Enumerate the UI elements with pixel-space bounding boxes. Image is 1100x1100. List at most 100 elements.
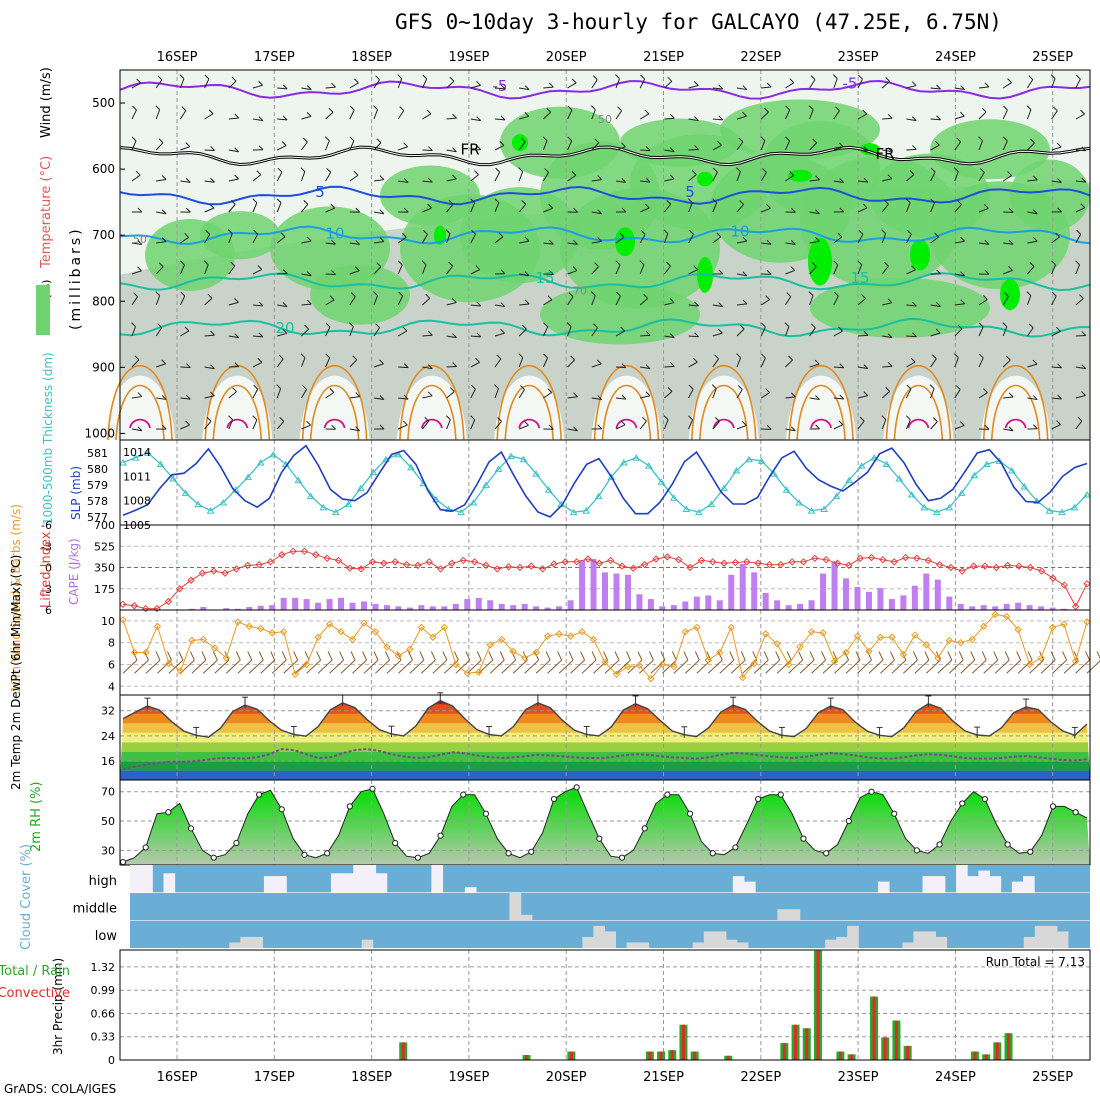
rh-green-area (310, 264, 410, 325)
thickness-tick-label: 577 (87, 511, 108, 524)
cloud-middle-bar (509, 892, 522, 921)
wind-barb (930, 304, 941, 308)
wind10m-barb-flag (683, 651, 689, 661)
lifted-index-point (312, 551, 320, 559)
rh2m-point (1049, 803, 1057, 810)
lifted-index-point (164, 597, 173, 606)
wind-barb (809, 363, 820, 368)
wind-barb (179, 110, 187, 120)
wind-barb (809, 327, 816, 337)
wind-barb-flag (278, 354, 284, 360)
wind-barb (1026, 295, 1032, 306)
bottom-date-label: 17SEP (254, 1070, 295, 1085)
wind-barb (688, 388, 694, 399)
rh2m-label: 2m RH (%) (29, 781, 44, 852)
wind-barb-flag (234, 113, 240, 119)
wind-barb-flag (666, 199, 672, 205)
top-date-label: 24SEP (935, 50, 976, 65)
wind-barb-flag (137, 426, 143, 432)
wind-barb (421, 78, 428, 89)
thickness-point (219, 499, 228, 506)
wind10m-barb (604, 659, 620, 674)
slp-tick-label: 1008 (123, 495, 151, 508)
temp-band (120, 700, 1090, 705)
wind10m-point (383, 643, 391, 651)
wind-barb-flag (161, 175, 167, 180)
wind-barb-flag (712, 198, 718, 204)
wind-barb-flag (498, 232, 504, 238)
isotherm-25 (788, 364, 854, 441)
cloud-high-bar (1023, 876, 1035, 893)
wind-barb (567, 428, 578, 432)
thickness-point (256, 458, 265, 466)
isotherm-25 (593, 364, 660, 441)
wind-barb (325, 207, 335, 213)
wind-barb (809, 240, 820, 244)
wind-barb (349, 326, 354, 337)
cape-bar (705, 595, 712, 610)
rh2m-point (981, 795, 989, 803)
wind-barb-flag (566, 322, 572, 327)
wind-barb (591, 295, 596, 306)
wind-barb-flag (596, 359, 602, 365)
wind10m-point (302, 660, 311, 669)
rh2m-area (120, 787, 1090, 865)
wind10m-barb (616, 659, 631, 674)
wind-barb (978, 326, 984, 337)
wind-barb (470, 335, 481, 338)
wind-barb (276, 421, 285, 430)
wind10m-point (475, 668, 483, 676)
precip-convective-bar (681, 1024, 685, 1060)
slp-tick-label: 1014 (123, 446, 151, 459)
wind-barb (470, 361, 480, 368)
wind10m-barb (662, 659, 677, 674)
wind-barb-flag (932, 417, 938, 422)
wind-barb (833, 295, 839, 306)
wind10m-barb-flag (568, 651, 574, 661)
wind10m-barb-flag (476, 651, 482, 661)
wind-barb (373, 109, 378, 120)
cloud-low-bar (924, 931, 937, 948)
wind-barb-flag (568, 292, 574, 297)
wind-barb-flag (1081, 391, 1086, 396)
wind-barb-flag (277, 167, 283, 173)
wind-barb-flag (790, 426, 796, 432)
wind-barb-flag (1032, 359, 1038, 365)
wind-barb (131, 270, 142, 275)
wind-barb (760, 392, 770, 399)
wind-barb-flag (984, 82, 990, 88)
wind-barb (833, 330, 843, 337)
cape-bar (659, 606, 666, 610)
wind-barb-flag (474, 170, 479, 176)
wind-barb (930, 388, 935, 399)
wind-barb-flag (524, 85, 530, 90)
isotherm-line (119, 185, 1091, 206)
wind10m-barb (753, 659, 769, 674)
wind-barb (640, 180, 651, 183)
wind10m-point (876, 633, 885, 641)
wind-barb (1002, 326, 1008, 337)
wind10m-point (922, 641, 931, 649)
precip-convective-bar (906, 1045, 910, 1060)
wind-barb (736, 328, 745, 337)
wind-barb (712, 332, 723, 337)
temp-band (120, 713, 1090, 724)
wind-barb-flag (621, 363, 627, 369)
precip-legend-convective: Convective (0, 986, 70, 1001)
wind-barb-flag (157, 323, 163, 329)
wind-barb (978, 111, 987, 120)
wind-barb-flag (906, 229, 912, 235)
wind-barb (446, 117, 457, 120)
wind-barb-flag (208, 109, 214, 115)
wind-barb (155, 327, 163, 337)
wind-barb (228, 80, 237, 89)
wind-barb (857, 366, 868, 370)
wind-barb-flag (959, 421, 965, 426)
wind-barb-flag (428, 146, 433, 151)
lifted-index-point (788, 558, 796, 566)
rh-swatch (36, 285, 50, 335)
lifted-index-point (731, 558, 740, 567)
wind-barb-flag (838, 326, 843, 332)
wind-barb (179, 295, 186, 306)
